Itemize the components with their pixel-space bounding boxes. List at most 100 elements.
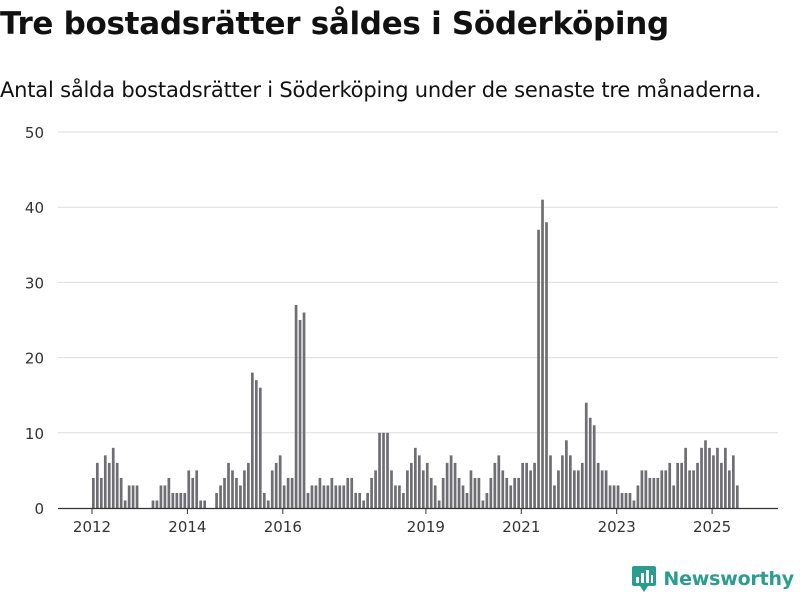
bar [437,500,441,508]
bar [640,470,644,508]
y-tick-label: 10 [25,425,44,443]
bar [660,470,664,508]
bar [119,477,123,508]
bar [545,222,548,509]
bar [584,402,588,508]
bar [469,470,473,508]
bar [696,462,699,508]
bar [501,470,505,508]
brand-logo[interactable]: Newsworthy [631,564,794,594]
y-tick-label: 40 [25,199,44,217]
bar [652,477,656,508]
x-tick-label: 2012 [73,518,111,536]
bar [239,485,242,508]
bar [278,455,282,508]
bar [565,440,568,508]
bar [290,477,294,508]
bar [505,477,509,508]
bar [537,229,540,508]
bar [433,485,437,508]
bar [131,485,135,508]
bar [171,492,175,508]
x-tick-label: 2019 [407,518,445,536]
bar [517,477,521,508]
bar [135,485,139,508]
bar [724,447,727,508]
bar [620,492,624,508]
bar [318,477,322,508]
bar [473,477,477,508]
bar [262,492,266,508]
y-tick-label: 20 [25,350,44,368]
bar [624,492,628,508]
bar [513,477,517,508]
bar [402,492,405,508]
bar [628,492,632,508]
x-tick-label: 2014 [168,518,206,536]
bar [127,485,131,508]
bar [358,492,362,508]
bar [306,492,310,508]
bar [282,485,286,508]
bar [449,455,453,508]
bar [394,485,397,508]
bar [302,312,306,508]
bar [413,447,417,508]
bar [553,485,556,508]
bar [251,372,254,508]
x-tick-label: 2021 [502,518,540,536]
bar [612,485,616,508]
bar [322,485,326,508]
bar [386,432,389,508]
bar [497,455,501,508]
bar [167,477,171,508]
bar [203,500,206,508]
bar [175,492,179,508]
bar [92,477,95,508]
bar [533,462,536,508]
bar [258,387,262,508]
bar [314,485,318,508]
bar [493,462,497,508]
bar [219,485,222,508]
bar [684,447,687,508]
bar [608,485,612,508]
bar [700,447,703,508]
bar [692,470,695,508]
bar [676,462,680,508]
bar [569,455,572,508]
bar [199,500,203,508]
x-tick-label: 2023 [598,518,636,536]
bar [425,462,429,508]
bar [592,425,596,508]
bar [521,462,524,508]
bar [644,470,648,508]
bar [370,477,373,508]
bar [716,447,719,508]
bar [227,462,230,508]
bar [247,462,250,508]
bar [99,477,103,508]
bar [330,477,334,508]
x-tick-label: 2016 [264,518,302,536]
bar [576,470,580,508]
bar [298,320,302,508]
highlight-value-label: 3 [742,0,752,4]
bar [712,455,715,508]
bar [155,500,159,508]
bar [720,462,723,508]
bar [286,477,290,508]
bar [489,477,493,508]
bar [195,470,199,508]
bar [588,417,592,508]
y-tick-label: 50 [25,124,44,142]
bar [390,470,393,508]
bar [680,462,683,508]
bar [441,477,445,508]
bar [557,470,560,508]
bar [728,470,731,508]
bar [382,432,385,508]
bar [445,462,449,508]
bar [151,500,155,508]
